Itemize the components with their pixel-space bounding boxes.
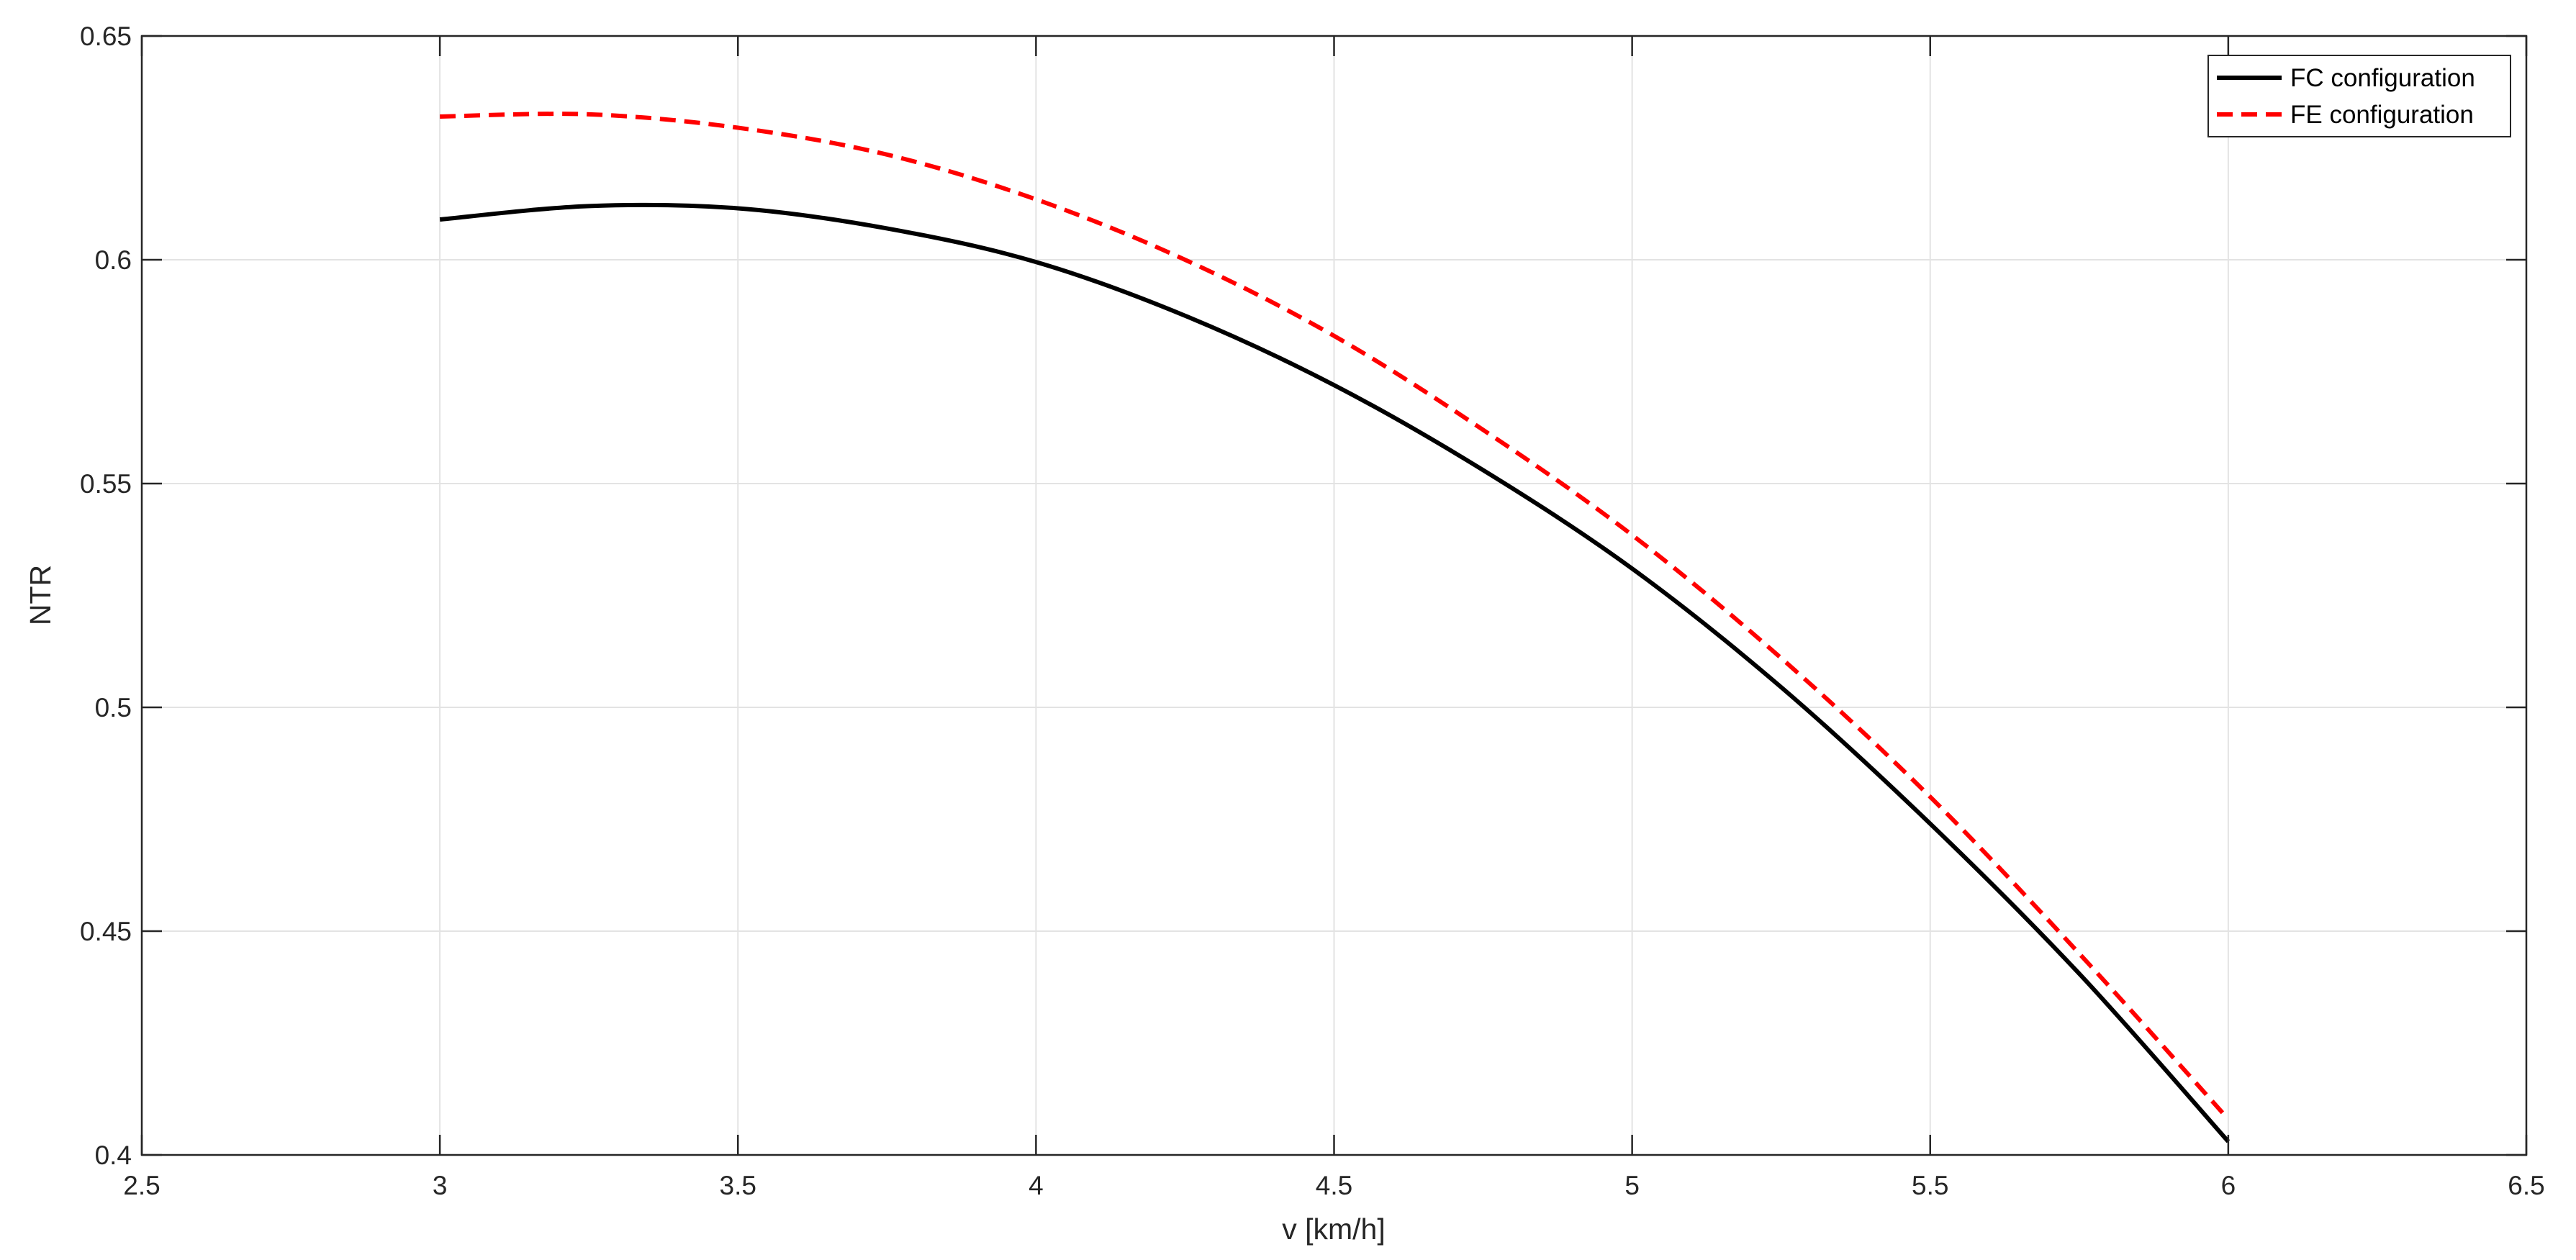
y-tick-label: 0.45 (80, 917, 132, 946)
x-tick-label: 6 (2221, 1171, 2236, 1200)
legend: FC configuration FE configuration (2207, 55, 2511, 137)
x-tick-label: 5 (1624, 1171, 1640, 1200)
x-tick-label: 3 (433, 1171, 448, 1200)
x-tick-label: 3.5 (720, 1171, 756, 1200)
x-tick-label: 4 (1029, 1171, 1044, 1200)
x-tick-label: 5.5 (1912, 1171, 1948, 1200)
y-tick-label: 0.65 (80, 22, 132, 51)
y-tick-label: 0.5 (95, 693, 132, 722)
y-axis-label: NTR (24, 565, 57, 625)
tick-labels: 2.5 3 3.5 4 4.5 5 5.5 6 6.5 0.4 0.45 0.5 0.55 0.6 0.65 (80, 22, 2545, 1200)
legend-box (2207, 55, 2511, 137)
x-tick-label: 2.5 (123, 1171, 160, 1200)
x-tick-label: 4.5 (1316, 1171, 1352, 1200)
y-tick-label: 0.6 (95, 245, 132, 275)
x-axis-label: v [km/h] (1282, 1213, 1386, 1246)
legend-label-fc: FC configuration (2290, 64, 2475, 92)
ticks (140, 35, 2528, 1156)
series-layer (439, 112, 2231, 1143)
x-tick-label: 6.5 (2508, 1171, 2544, 1200)
legend-label-fe: FE configuration (2290, 101, 2474, 129)
series-line-fc (439, 202, 2231, 1143)
y-tick-label: 0.55 (80, 469, 132, 499)
series-line-fe (440, 112, 2231, 1121)
y-tick-label: 0.4 (95, 1141, 132, 1170)
